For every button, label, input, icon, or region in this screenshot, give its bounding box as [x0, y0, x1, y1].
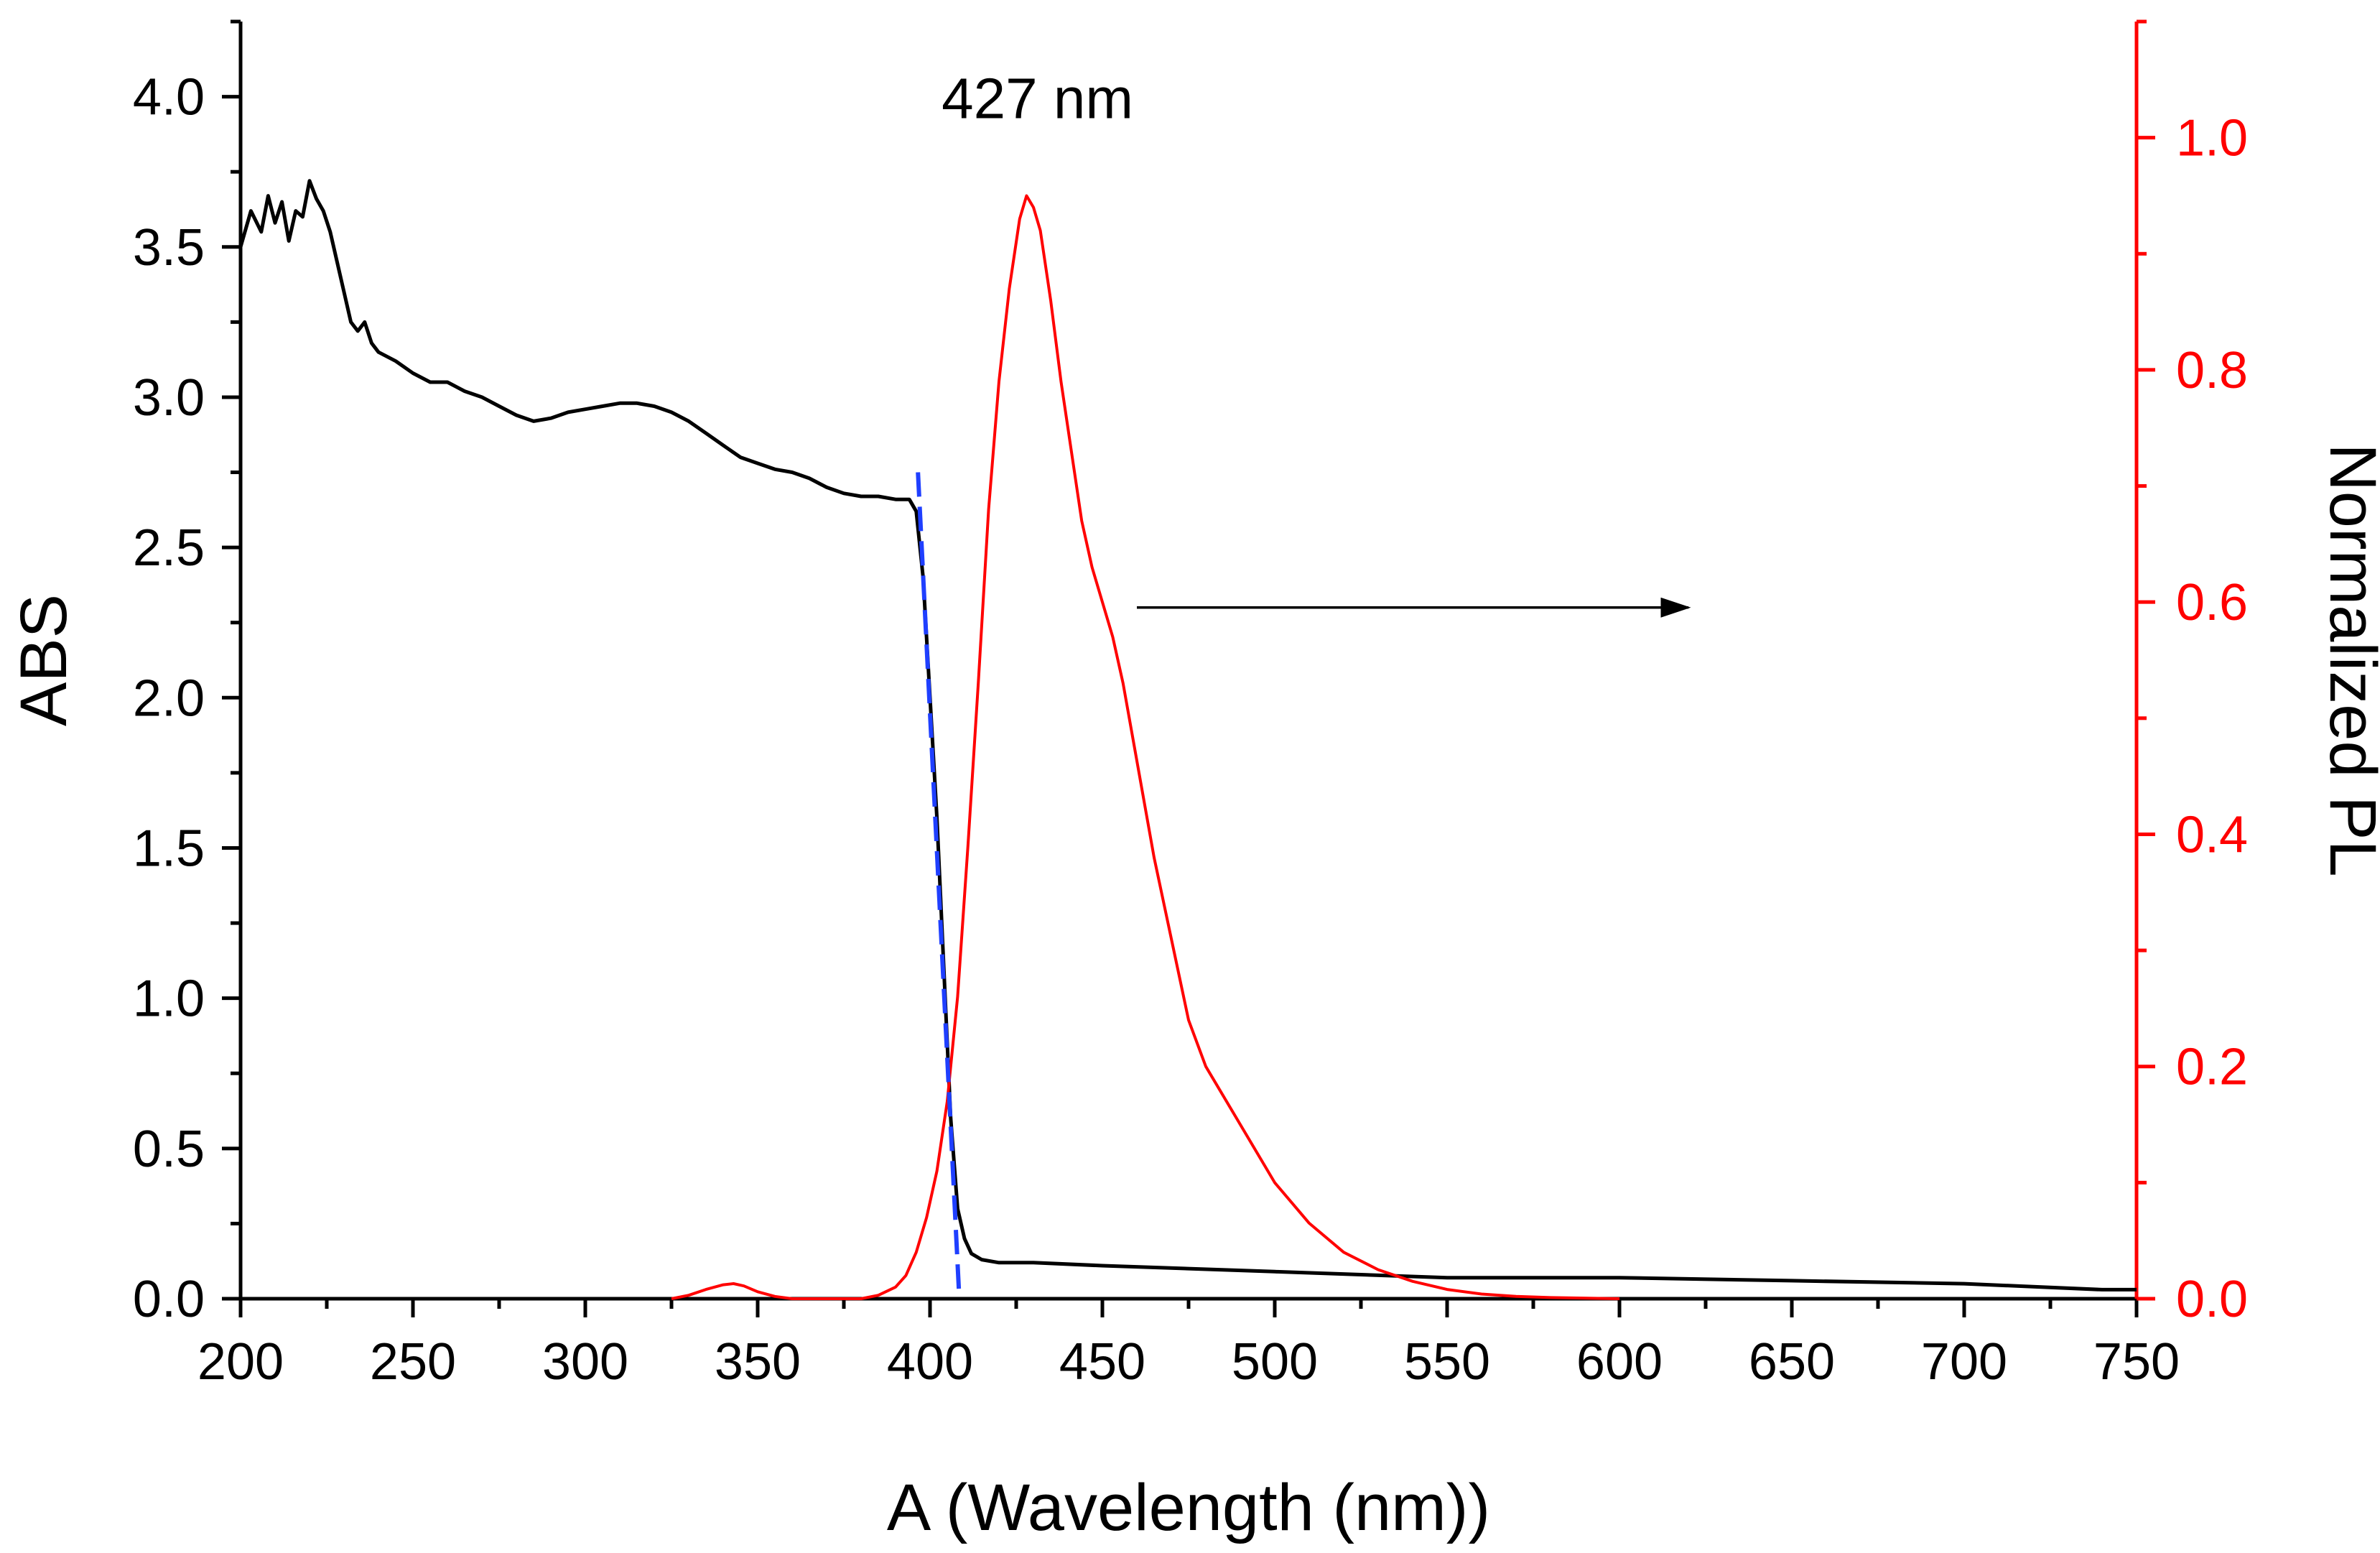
- y-tick-label: 2.0: [133, 669, 205, 727]
- peak-annotation: 427 nm: [942, 66, 1133, 130]
- x-tick-label: 700: [1921, 1333, 2007, 1391]
- x-tick-label: 250: [370, 1333, 456, 1391]
- series-layer: [238, 179, 2137, 1300]
- y-tick-label: 2.5: [133, 519, 205, 577]
- x-tick-label: 650: [1749, 1333, 1835, 1391]
- y-tick-label: 3.5: [133, 219, 205, 277]
- y-axis-title: ABS: [7, 594, 80, 726]
- pl-series-line: [671, 194, 1620, 1300]
- x-tick-label: 600: [1576, 1333, 1663, 1391]
- y2-tick-label: 1.0: [2176, 110, 2248, 167]
- y2-tick-label: 0.4: [2176, 806, 2248, 863]
- x-axis-title: A (Wavelength (nm)): [887, 1471, 1490, 1544]
- x-tick-label: 450: [1059, 1333, 1145, 1391]
- x-tick-label: 350: [715, 1333, 801, 1391]
- x-tick-label: 200: [197, 1333, 284, 1391]
- y-tick-label: 0.5: [133, 1121, 205, 1178]
- y2-tick-label: 0.6: [2176, 574, 2248, 631]
- x-tick-label: 550: [1404, 1333, 1490, 1391]
- label-layer: 200 250 300 350 400 450 500 550 600 650 700 7500.00…: [7, 66, 2380, 1544]
- x-tick-label: 500: [1232, 1333, 1318, 1391]
- y-tick-label: 1.5: [133, 820, 205, 877]
- axes-layer: [222, 19, 2155, 1317]
- y2-axis-title: Normalized PL: [2316, 443, 2380, 876]
- y-tick-label: 4.0: [133, 69, 205, 126]
- x-tick-label: 750: [2093, 1333, 2180, 1391]
- x-tick-label: 400: [887, 1333, 973, 1391]
- x-tick-label: 300: [542, 1333, 628, 1391]
- y-tick-label: 0.0: [133, 1271, 205, 1328]
- y-tick-label: 3.0: [133, 369, 205, 427]
- y2-tick-label: 0.0: [2176, 1271, 2248, 1328]
- y2-tick-label: 0.8: [2176, 342, 2248, 399]
- abs-series-line: [238, 179, 2137, 1292]
- y2-tick-label: 0.2: [2176, 1039, 2248, 1096]
- y-tick-label: 1.0: [133, 970, 205, 1028]
